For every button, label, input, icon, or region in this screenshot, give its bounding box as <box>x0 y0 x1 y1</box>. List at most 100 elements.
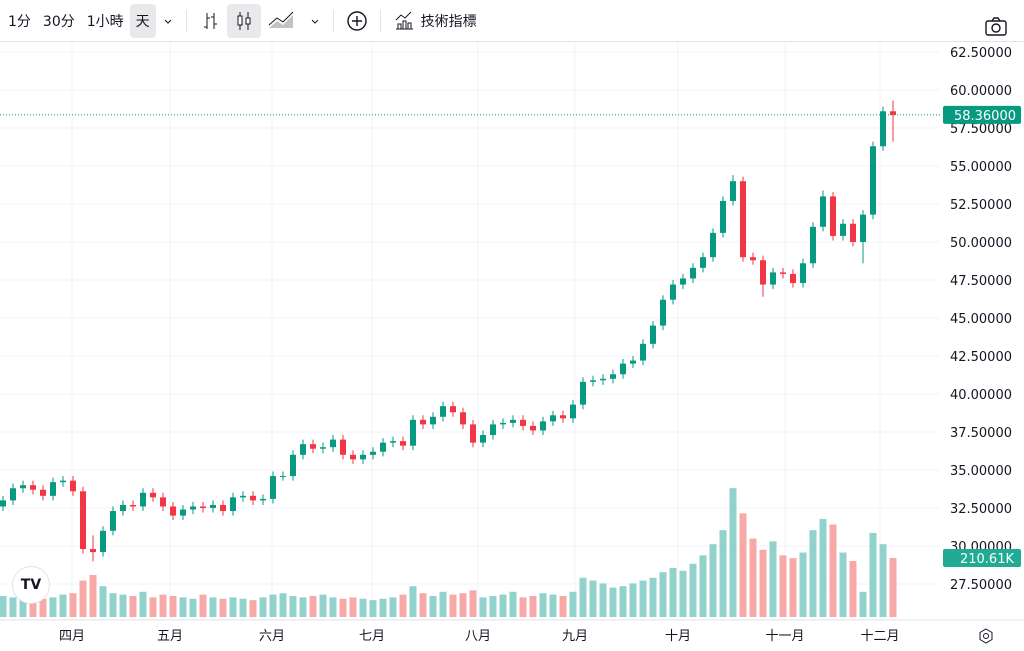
volume-bar <box>859 591 867 617</box>
volume-bar <box>599 583 607 617</box>
volume-bar <box>679 570 687 617</box>
candle-body <box>680 278 686 285</box>
candle-body <box>820 196 826 227</box>
divider <box>379 9 381 32</box>
interval-label: 天 <box>135 13 150 30</box>
price-chart[interactable]: 62.50000 60.00000 57.50000 55.00000 52.50000… <box>0 42 1024 651</box>
volume-bar <box>149 597 157 617</box>
candle-body <box>260 498 266 501</box>
interval-dropdown[interactable] <box>156 4 180 38</box>
candle-body <box>390 441 396 443</box>
candle-body <box>370 451 376 455</box>
candle-body <box>560 415 566 419</box>
volume-bar <box>199 594 207 617</box>
candle-body <box>860 214 866 242</box>
time-tick-label: 八月 <box>465 629 491 644</box>
volume-bar <box>339 598 347 617</box>
volume-bar <box>799 552 807 617</box>
price-tick-label: 42.50000 <box>950 350 1012 365</box>
bar-chart-button[interactable] <box>193 4 227 38</box>
screenshot-button[interactable] <box>978 10 1014 44</box>
volume-bar <box>839 552 847 617</box>
price-tick-label: 27.50000 <box>950 578 1012 593</box>
interval-30m-button[interactable]: 30分 <box>37 4 81 38</box>
candle-body <box>700 257 706 268</box>
volume-bar <box>769 541 777 617</box>
time-tick-label: 十月 <box>665 629 691 644</box>
candle-body <box>200 506 206 508</box>
volume-bar <box>269 594 277 617</box>
candle-body <box>740 181 746 258</box>
candle-body <box>380 442 386 452</box>
interval-label: 1分 <box>8 13 31 30</box>
volume-bar <box>349 597 357 617</box>
last-volume-label: 210.61K <box>960 552 1014 567</box>
candle-body <box>220 504 226 512</box>
candle-body <box>310 444 316 449</box>
volume-bar <box>169 595 177 617</box>
candle-body <box>140 492 146 507</box>
candle-body <box>150 492 156 498</box>
candle-body <box>60 480 66 483</box>
volume-bar <box>249 600 257 617</box>
volume-bar <box>669 567 677 617</box>
volume-bar <box>469 590 477 617</box>
candle-body <box>770 272 776 285</box>
volume-bar <box>559 595 567 617</box>
candle-body <box>850 223 856 242</box>
price-tick-label: 62.50000 <box>950 46 1012 61</box>
indicators-button[interactable]: 技術指標 <box>387 4 483 38</box>
interval-1h-button[interactable]: 1小時 <box>81 4 130 38</box>
price-tick-label: 45.00000 <box>950 312 1012 327</box>
chart-type-dropdown[interactable] <box>303 4 327 38</box>
time-tick-label: 六月 <box>259 629 285 644</box>
price-tick-label: 37.50000 <box>950 426 1012 441</box>
interval-1m-button[interactable]: 1分 <box>2 4 37 38</box>
candlestick-icon <box>237 11 251 30</box>
candle-body <box>250 495 256 501</box>
time-tick-label: 五月 <box>157 629 183 644</box>
volume-bar <box>359 598 367 617</box>
volume-bar <box>29 600 37 617</box>
volume-bar <box>529 595 537 617</box>
candle-body <box>40 489 46 496</box>
candle-body <box>800 263 806 284</box>
candle-body <box>410 419 416 446</box>
candle-body <box>610 374 616 379</box>
volume-bar <box>489 595 497 617</box>
volume-bar <box>59 594 67 617</box>
volume-bar <box>459 593 467 617</box>
candle-body <box>80 491 86 550</box>
volume-bar <box>69 593 77 617</box>
volume-bar <box>429 595 437 617</box>
price-tick-label: 50.00000 <box>950 236 1012 251</box>
compare-button[interactable] <box>340 4 374 38</box>
area-chart-button[interactable] <box>261 4 303 38</box>
candle-body <box>710 232 716 258</box>
volume-bar <box>809 530 817 617</box>
candle-body <box>730 181 736 201</box>
volume-bar <box>409 586 417 617</box>
candle-body <box>440 406 446 417</box>
candle-body <box>270 476 276 499</box>
volume-bar <box>659 572 667 617</box>
volume-bar <box>89 574 97 617</box>
volume-bar <box>19 598 27 617</box>
settings-icon[interactable] <box>979 628 993 644</box>
interval-label: 1小時 <box>86 13 124 30</box>
volume-bar <box>869 532 877 617</box>
volume-bar <box>379 598 387 617</box>
candle-body <box>230 497 236 512</box>
interval-1d-button[interactable]: 天 <box>129 3 156 38</box>
candle-body <box>50 482 56 496</box>
candle-body <box>460 412 466 425</box>
candle-body <box>650 325 656 344</box>
volume-bar <box>729 488 737 617</box>
tradingview-logo[interactable]: TV <box>12 566 50 604</box>
volume-bar <box>279 593 287 617</box>
candlestick-button[interactable] <box>226 3 261 38</box>
volume-bar <box>709 544 717 617</box>
candle-body <box>70 480 76 492</box>
volume-bar <box>129 595 137 617</box>
volume-bar <box>259 597 267 617</box>
